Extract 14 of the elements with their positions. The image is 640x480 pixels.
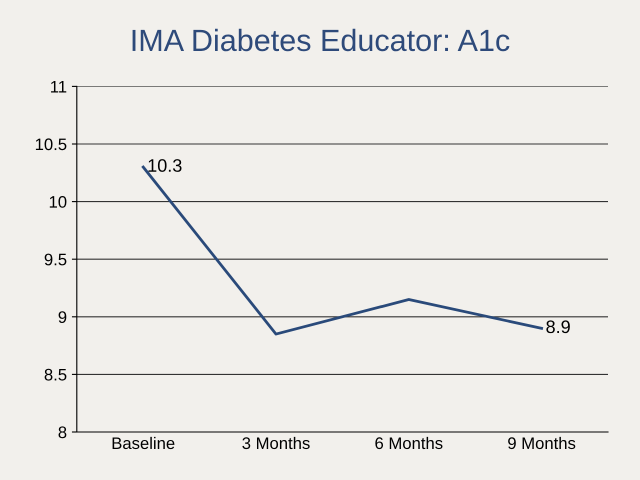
y-tick-label: 10 — [50, 196, 66, 208]
y-tick-label: 10.5 — [36, 138, 66, 150]
data-label: 10.3 — [148, 159, 182, 172]
y-tick-label: 8.5 — [44, 368, 66, 381]
x-tick-label: 9 Months — [508, 436, 576, 450]
chart-title: IMA Diabetes Educator: A1c — [132, 28, 510, 52]
y-tick-label: 11 — [51, 80, 66, 92]
y-tick-label: 8 — [58, 426, 66, 438]
x-tick-label: 3 Months — [242, 436, 310, 450]
y-tick-label: 9 — [58, 311, 66, 324]
x-tick-label: 6 Months — [375, 436, 442, 450]
data-label: 8.9 — [546, 320, 570, 334]
y-tick-label: 9.5 — [44, 254, 66, 266]
x-tick-label: Baseline — [112, 436, 174, 450]
